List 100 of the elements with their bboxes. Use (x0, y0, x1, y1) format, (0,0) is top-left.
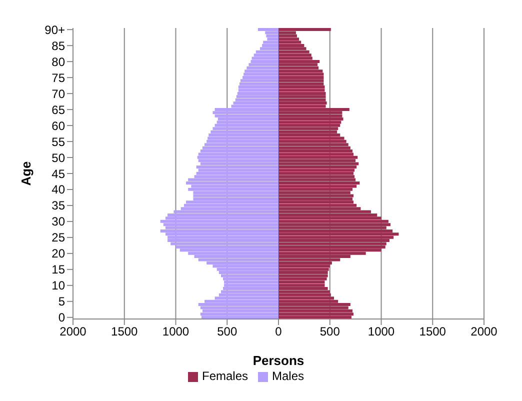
bar (170, 242, 278, 246)
bar (278, 88, 325, 92)
bar (163, 223, 278, 226)
bar (278, 204, 357, 207)
y-tick-label: 10 (52, 278, 66, 293)
y-tick-label: 55 (52, 134, 66, 149)
bar (278, 194, 354, 198)
bar (216, 268, 278, 271)
y-tick-label: 50 (52, 150, 66, 165)
bar (180, 248, 278, 252)
bar (224, 284, 278, 287)
y-tick-label: 65 (52, 102, 66, 117)
bar (200, 150, 278, 153)
bar (198, 258, 278, 262)
bar (278, 306, 348, 310)
y-tick-label: 30 (52, 214, 66, 229)
bar (220, 290, 278, 294)
y-axis-title: Age (18, 161, 34, 186)
bar (278, 60, 320, 63)
bar (278, 152, 354, 156)
bar (278, 82, 324, 86)
bar (278, 40, 302, 44)
bar (235, 98, 278, 102)
bar (278, 220, 388, 223)
bar (202, 146, 278, 150)
bar (278, 200, 354, 204)
bar (278, 86, 325, 89)
bar (278, 28, 331, 31)
bar (278, 274, 328, 278)
bar (218, 293, 278, 296)
bar (278, 159, 356, 162)
bar (278, 50, 310, 54)
bar (278, 114, 342, 118)
bar (204, 143, 278, 146)
bar (278, 156, 358, 159)
bar (278, 76, 324, 79)
bar (278, 162, 359, 166)
bar (198, 168, 278, 172)
bar (216, 120, 278, 124)
bar (263, 40, 278, 44)
bar (252, 56, 278, 60)
bar (278, 136, 344, 140)
bar (278, 293, 331, 296)
bar (218, 271, 278, 274)
bar (246, 66, 278, 70)
bar (267, 38, 278, 41)
bar (278, 70, 323, 73)
bar (236, 95, 278, 98)
x-tick-label: 0 (275, 324, 282, 339)
bar (260, 47, 278, 50)
bar (278, 143, 348, 146)
bar (278, 95, 326, 98)
bar (160, 229, 278, 232)
bar (278, 72, 324, 76)
bar (278, 47, 306, 50)
bar (186, 200, 278, 204)
bar (278, 118, 344, 121)
bar (278, 92, 326, 95)
bar (214, 114, 278, 118)
x-tick-label: 1000 (162, 324, 190, 339)
bar (200, 306, 278, 310)
bar (278, 280, 325, 284)
bar (250, 60, 278, 63)
bar (278, 102, 327, 105)
bar (278, 197, 352, 200)
y-tick-label: 5 (58, 294, 66, 309)
bar (262, 44, 278, 47)
bar (278, 242, 386, 246)
bar (278, 79, 324, 82)
bar (278, 44, 304, 47)
y-tick-label: 40 (52, 182, 66, 197)
bar (208, 134, 278, 137)
x-tick-label: 500 (320, 324, 340, 339)
bar (238, 86, 278, 89)
bar (278, 184, 357, 188)
bar (214, 108, 278, 111)
bar (278, 264, 330, 268)
x-tick-label: 1500 (111, 324, 138, 339)
bar (278, 98, 326, 102)
bar (278, 245, 386, 248)
bar (160, 220, 278, 223)
y-tick-label: 15 (52, 262, 66, 277)
bar (278, 150, 352, 153)
bar (198, 303, 278, 306)
legend-label: Males (272, 369, 304, 383)
bar (278, 284, 325, 287)
bar (237, 92, 278, 95)
bar (278, 277, 327, 280)
bar (188, 178, 278, 182)
bar (278, 34, 297, 38)
bar (233, 102, 278, 105)
bar (242, 76, 278, 79)
bar (278, 120, 342, 124)
x-tick-label: 1500 (419, 324, 446, 339)
bar (224, 280, 278, 284)
legend-label: Females (202, 369, 248, 383)
bar (198, 152, 278, 156)
bar (278, 303, 350, 306)
y-tick-label: 90+ (44, 22, 65, 37)
bar (254, 54, 278, 57)
